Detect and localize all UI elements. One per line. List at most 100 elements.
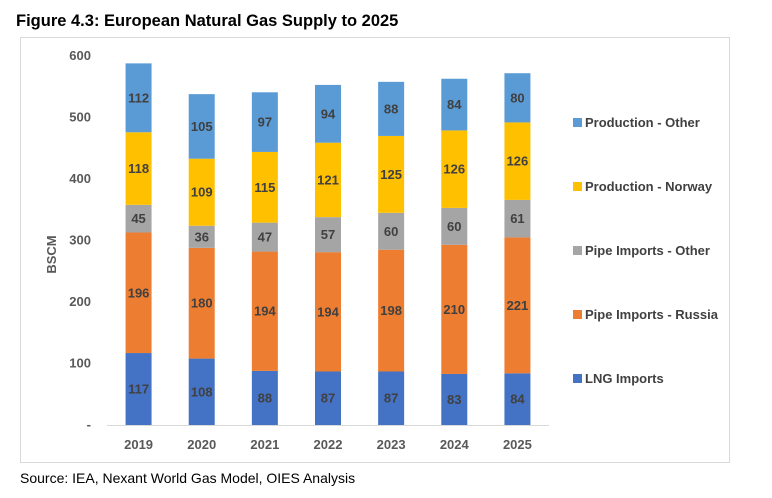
x-tick-label: 2020 [187,437,216,452]
data-label: 36 [194,229,208,244]
figure-title: Figure 4.3: European Natural Gas Supply … [16,12,399,30]
legend-swatch-pipe-imports-other [573,246,582,255]
data-label: 80 [510,90,524,105]
y-tick-label: - [87,417,91,432]
stacked-bar-chart: - 100 200 300 400 500 600 BSCM 2019 2020 2021 2022 2… [44,48,719,452]
y-tick-label: 300 [69,233,91,248]
legend-swatch-production-norway [573,182,582,191]
legend-label-production-norway: Production - Norway [585,179,713,194]
bar-pipe-imports-russia-2024 [441,244,468,374]
bar-lng-imports-2024 [441,373,468,425]
bar-pipe-imports-other-2023 [378,212,405,250]
bar-production-norway-2019 [125,132,152,205]
bar-production-norway-2022 [315,142,341,218]
data-label: 97 [258,115,272,130]
bar-production-other-2024 [441,78,468,131]
data-label: 84 [510,392,525,407]
bar-lng-imports-2023 [378,371,405,425]
bar-pipe-imports-russia-2021 [251,251,278,371]
bar-production-norway-2024 [441,130,468,208]
bar-lng-imports-2019 [125,353,152,425]
bar-production-other-2021 [251,92,278,152]
data-label: 194 [254,304,276,319]
data-label: 60 [384,224,398,239]
data-labels: 117 196 45 118 112 108 180 36 109 105 88 194 47 115 97… [128,90,529,407]
data-label: 47 [258,230,272,245]
bar-production-other-2025 [504,73,531,123]
bar-production-norway-2025 [504,122,531,200]
data-label: 126 [507,154,529,169]
data-label: 94 [321,106,336,121]
y-tick-label: 500 [69,110,91,125]
legend-swatch-pipe-imports-russia [573,310,582,319]
chart-area: - 100 200 300 400 500 600 BSCM 2019 2020 2021 2022 2… [20,37,730,463]
bar-production-norway-2020 [188,158,215,226]
data-label: 210 [443,302,465,317]
x-tick-label: 2024 [440,437,470,452]
data-label: 194 [317,304,339,319]
bar-pipe-imports-russia-2020 [188,247,215,359]
data-label: 61 [510,211,524,226]
data-label: 84 [447,97,462,112]
bar-production-other-2022 [315,84,341,143]
bar-pipe-imports-other-2022 [315,217,341,253]
bar-pipe-imports-other-2024 [441,207,468,245]
bar-pipe-imports-other-2019 [125,204,152,233]
legend-swatch-lng-imports [573,374,582,383]
data-label: 115 [254,180,275,195]
x-tick-label: 2023 [377,437,406,452]
legend: Production - Other Production - Norway Pip… [573,115,719,386]
x-tick-label: 2021 [250,437,279,452]
data-label: 221 [507,298,529,313]
legend-swatch-production-other [573,118,582,127]
data-label: 109 [191,185,213,200]
data-label: 105 [191,119,213,134]
bar-production-norway-2021 [251,151,278,223]
legend-label-pipe-imports-other: Pipe Imports - Other [585,243,710,258]
legend-label-production-other: Production - Other [585,115,700,130]
bar-production-other-2020 [188,94,215,159]
data-label: 45 [131,211,145,226]
bar-lng-imports-2025 [504,373,531,425]
y-tick-label: 600 [69,48,91,63]
bar-pipe-imports-russia-2022 [315,252,341,372]
data-label: 88 [258,390,272,405]
bar-lng-imports-2022 [315,371,341,425]
data-label: 88 [384,101,398,116]
data-label: 126 [443,162,465,177]
bar-lng-imports-2020 [188,358,215,425]
y-tick-label: 100 [69,356,91,371]
bar-pipe-imports-russia-2023 [378,249,405,372]
bar-pipe-imports-other-2020 [188,225,215,248]
x-tick-label: 2022 [314,437,343,452]
x-tick-label: 2025 [503,437,532,452]
x-tick-label: 2019 [124,437,153,452]
bar-lng-imports-2021 [251,370,278,425]
bar-pipe-imports-other-2025 [504,199,531,238]
bar-pipe-imports-other-2021 [251,222,278,252]
data-label: 60 [447,219,461,234]
y-tick-label: 200 [69,294,91,309]
legend-label-pipe-imports-russia: Pipe Imports - Russia [585,307,719,322]
data-label: 87 [321,391,335,406]
bar-production-norway-2023 [378,135,405,213]
data-label: 180 [191,296,213,311]
y-axis-label: BSCM [44,235,59,273]
data-label: 125 [380,167,402,182]
data-label: 87 [384,391,398,406]
data-label: 83 [447,392,461,407]
bars [125,63,531,425]
legend-label-lng-imports: LNG Imports [585,371,664,386]
data-label: 57 [321,227,335,242]
data-label: 196 [128,285,150,300]
bar-pipe-imports-russia-2019 [125,232,152,354]
bar-production-other-2019 [125,63,152,133]
data-label: 117 [128,382,149,397]
bar-production-other-2023 [378,81,405,136]
data-label: 118 [128,161,149,176]
bar-pipe-imports-russia-2025 [504,237,531,374]
y-tick-label: 400 [69,171,91,186]
axes: - 100 200 300 400 500 600 BSCM 2019 2020 2021 2022 2… [44,48,549,452]
source-note: Source: IEA, Nexant World Gas Model, OIE… [20,470,356,486]
data-label: 108 [191,384,213,399]
